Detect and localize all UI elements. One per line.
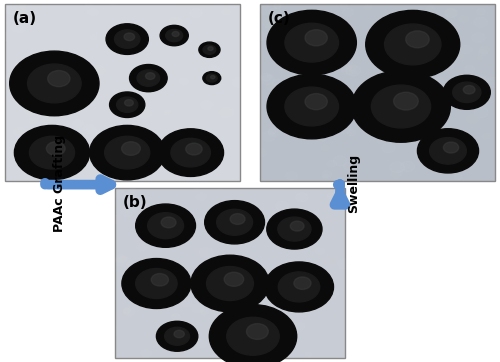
Circle shape <box>158 129 224 176</box>
Circle shape <box>290 221 304 231</box>
Circle shape <box>137 70 160 86</box>
Circle shape <box>224 272 244 286</box>
Circle shape <box>305 30 328 46</box>
Circle shape <box>372 85 430 128</box>
Circle shape <box>366 10 460 79</box>
Circle shape <box>246 324 268 340</box>
Circle shape <box>161 217 176 228</box>
Text: PAAc Grafting: PAAc Grafting <box>52 135 66 232</box>
Text: Swelling: Swelling <box>348 154 360 213</box>
Circle shape <box>264 262 334 312</box>
Circle shape <box>267 10 356 75</box>
Circle shape <box>174 330 184 338</box>
Circle shape <box>136 204 196 247</box>
Circle shape <box>172 31 179 37</box>
Circle shape <box>305 93 328 110</box>
Circle shape <box>106 24 148 54</box>
Circle shape <box>114 30 140 48</box>
Bar <box>260 4 495 181</box>
Circle shape <box>124 100 134 106</box>
Circle shape <box>206 74 217 82</box>
Circle shape <box>278 272 320 302</box>
Circle shape <box>166 29 182 42</box>
Circle shape <box>46 142 65 155</box>
Circle shape <box>48 71 70 87</box>
Circle shape <box>464 85 475 94</box>
Circle shape <box>104 136 150 169</box>
Circle shape <box>186 143 202 155</box>
Circle shape <box>278 217 311 241</box>
Circle shape <box>285 23 339 62</box>
Circle shape <box>227 317 279 355</box>
Circle shape <box>148 213 184 239</box>
Circle shape <box>146 73 155 80</box>
Circle shape <box>230 214 245 224</box>
Circle shape <box>199 42 220 58</box>
Circle shape <box>204 201 264 244</box>
Circle shape <box>191 255 269 312</box>
Circle shape <box>208 47 213 51</box>
Circle shape <box>203 72 220 85</box>
Circle shape <box>30 136 74 169</box>
Circle shape <box>151 274 168 286</box>
Circle shape <box>352 71 450 142</box>
Circle shape <box>210 76 215 79</box>
Circle shape <box>124 33 134 41</box>
Circle shape <box>418 129 478 173</box>
Circle shape <box>116 97 138 112</box>
Circle shape <box>206 266 254 300</box>
Circle shape <box>384 24 441 65</box>
Text: (c): (c) <box>268 11 290 26</box>
Circle shape <box>122 142 141 155</box>
Circle shape <box>122 258 191 308</box>
Circle shape <box>430 138 467 164</box>
Circle shape <box>285 87 339 126</box>
Circle shape <box>110 92 145 118</box>
Circle shape <box>10 51 99 116</box>
Circle shape <box>14 125 90 180</box>
Circle shape <box>203 45 216 54</box>
Circle shape <box>216 209 252 235</box>
Circle shape <box>394 92 418 110</box>
Circle shape <box>267 74 356 139</box>
Circle shape <box>164 327 190 345</box>
Circle shape <box>444 75 490 109</box>
Circle shape <box>160 25 188 46</box>
Circle shape <box>171 138 210 167</box>
Bar <box>115 188 345 358</box>
Circle shape <box>156 321 198 351</box>
Circle shape <box>130 64 167 92</box>
Text: (b): (b) <box>122 195 147 210</box>
Text: (a): (a) <box>12 11 36 26</box>
Circle shape <box>444 142 458 153</box>
Circle shape <box>28 64 81 103</box>
Circle shape <box>267 209 322 249</box>
Circle shape <box>452 82 481 102</box>
Circle shape <box>210 304 296 362</box>
Circle shape <box>136 269 177 299</box>
Bar <box>5 4 240 181</box>
Circle shape <box>90 125 165 180</box>
Circle shape <box>406 31 429 48</box>
Circle shape <box>294 277 311 290</box>
